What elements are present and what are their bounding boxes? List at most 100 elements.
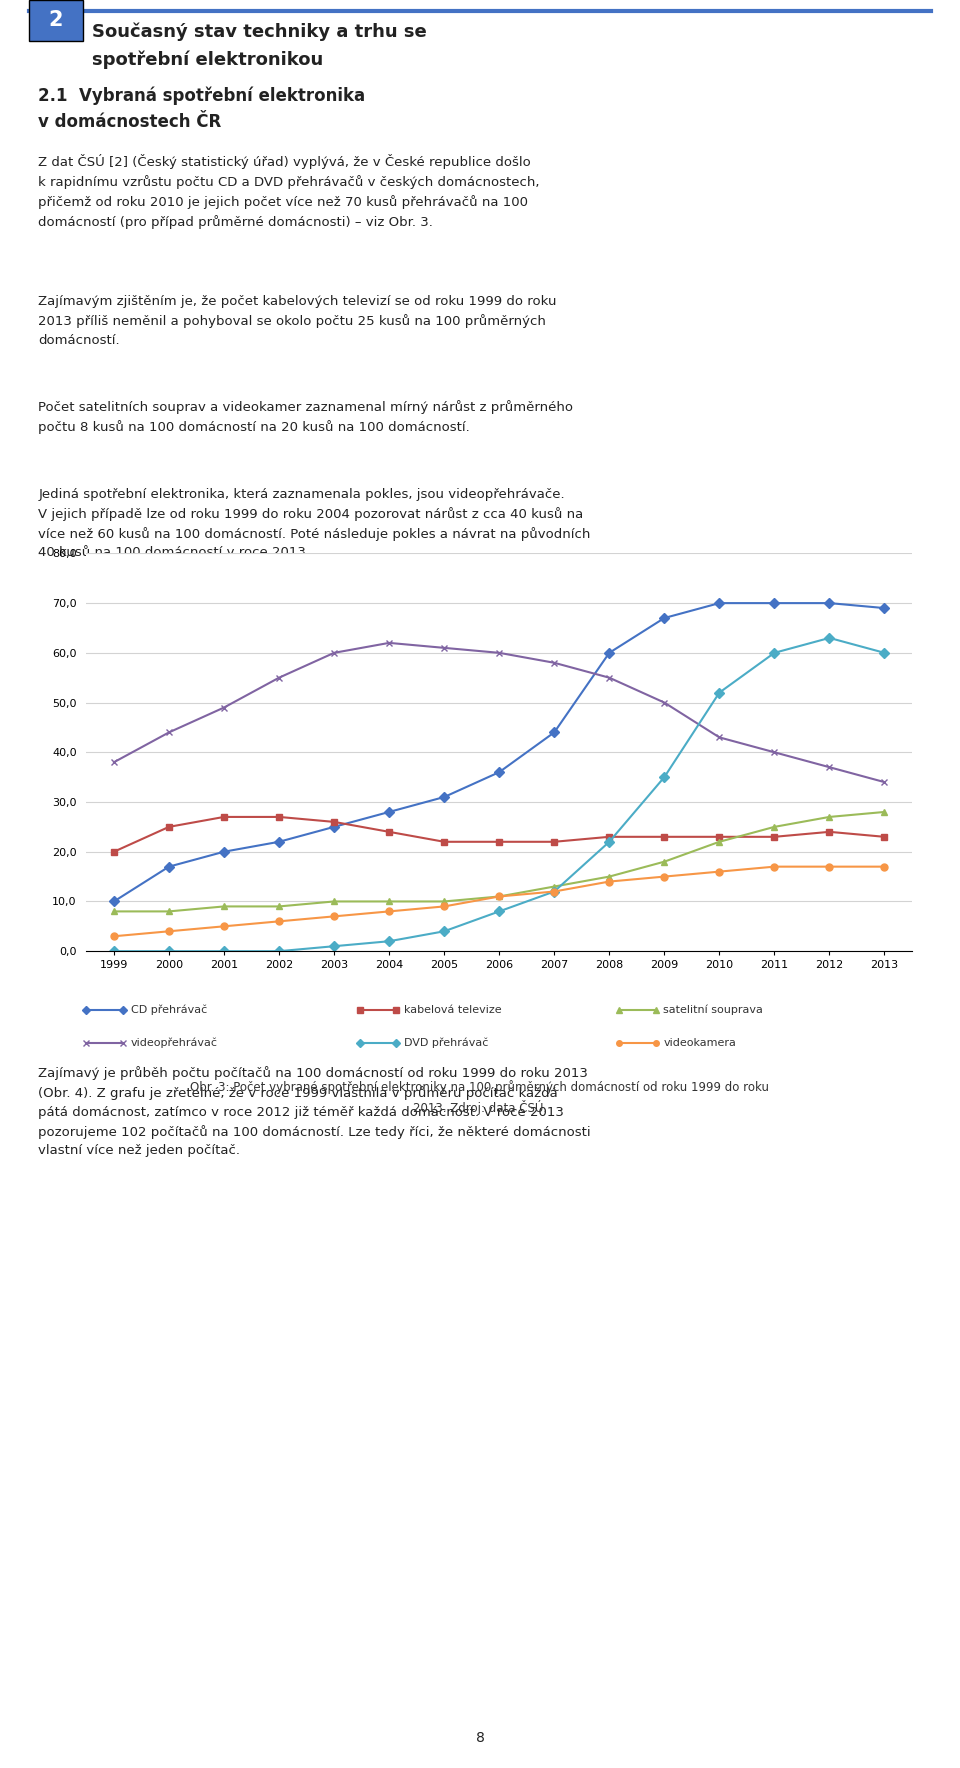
CD přehrávač	[769, 592, 780, 613]
Text: kabelová televize: kabelová televize	[404, 1004, 502, 1015]
kabelová televize	[493, 831, 505, 852]
satelitní souprava	[218, 896, 229, 918]
Text: CD přehrávač: CD přehrávač	[131, 1004, 206, 1015]
kabelová televize	[274, 806, 285, 827]
DVD přehrávač	[274, 941, 285, 962]
DVD přehrávač	[604, 831, 615, 852]
Text: Současný stav techniky a trhu se: Současný stav techniky a trhu se	[92, 21, 427, 41]
Text: 8: 8	[475, 1731, 485, 1745]
Text: DVD přehrávač: DVD přehrávač	[404, 1038, 489, 1048]
Line: kabelová televize: kabelová televize	[110, 813, 888, 856]
DVD přehrávač	[493, 900, 505, 923]
Text: videopřehrávač: videopřehrávač	[131, 1038, 218, 1048]
satelitní souprava	[439, 891, 450, 912]
videokamera	[769, 856, 780, 877]
videokamera	[439, 896, 450, 918]
Line: videokamera: videokamera	[110, 863, 888, 941]
Text: videokamera: videokamera	[663, 1038, 736, 1048]
videopřehrávač	[769, 743, 780, 764]
kabelová televize	[328, 812, 340, 833]
DVD přehrávač	[824, 628, 835, 649]
videopřehrávač	[328, 642, 340, 663]
CD přehrávač	[218, 842, 229, 863]
DVD přehrávač	[548, 880, 560, 902]
satelitní souprava	[493, 886, 505, 907]
kabelová televize	[878, 826, 890, 847]
videokamera	[659, 866, 670, 888]
satelitní souprava	[604, 866, 615, 888]
Text: Zajímavý je průběh počtu počítačů na 100 domácností od roku 1999 do roku 2013
(O: Zajímavý je průběh počtu počítačů na 100…	[38, 1066, 591, 1156]
videokamera	[274, 911, 285, 932]
Line: CD přehrávač: CD přehrávač	[110, 599, 888, 905]
DVD přehrávač	[439, 921, 450, 942]
videopřehrávač	[439, 636, 450, 658]
CD přehrávač	[548, 721, 560, 743]
videopřehrávač	[218, 697, 229, 718]
Text: 2.1  Vybraná spotřební elektronika: 2.1 Vybraná spotřební elektronika	[38, 87, 366, 104]
Line: satelitní souprava: satelitní souprava	[110, 808, 888, 914]
kabelová televize	[218, 806, 229, 827]
satelitní souprava	[659, 850, 670, 872]
CD přehrávač	[493, 762, 505, 783]
videokamera	[163, 921, 175, 942]
satelitní souprava	[383, 891, 395, 912]
CD přehrávač	[824, 592, 835, 613]
satelitní souprava	[824, 806, 835, 827]
CD přehrávač	[328, 817, 340, 838]
videopřehrávač	[383, 633, 395, 654]
CD přehrávač	[274, 831, 285, 852]
Text: Počet satelitních souprav a videokamer zaznamenal mírný nárůst z průměrného
počt: Počet satelitních souprav a videokamer z…	[38, 400, 573, 433]
videokamera	[604, 872, 615, 893]
videokamera	[383, 900, 395, 923]
satelitní souprava	[108, 900, 120, 923]
satelitní souprava	[274, 896, 285, 918]
CD přehrávač	[659, 608, 670, 629]
DVD přehrávač	[163, 941, 175, 962]
videopřehrávač	[274, 667, 285, 688]
kabelová televize	[604, 826, 615, 847]
DVD přehrávač	[713, 682, 725, 704]
kabelová televize	[548, 831, 560, 852]
Text: spotřební elektronikou: spotřební elektronikou	[92, 50, 324, 69]
satelitní souprava	[548, 875, 560, 896]
kabelová televize	[824, 820, 835, 842]
videokamera	[328, 905, 340, 926]
kabelová televize	[439, 831, 450, 852]
videopřehrávač	[713, 727, 725, 748]
CD přehrávač	[604, 642, 615, 663]
Text: Jediná spotřební elektronika, která zaznamenala pokles, jsou videopřehrávače.
V : Jediná spotřební elektronika, která zazn…	[38, 488, 590, 559]
videopřehrávač	[163, 721, 175, 743]
DVD přehrávač	[383, 930, 395, 951]
Line: videopřehrávač: videopřehrávač	[110, 640, 888, 785]
kabelová televize	[108, 842, 120, 863]
Text: 2: 2	[48, 11, 63, 30]
videokamera	[548, 880, 560, 902]
videokamera	[878, 856, 890, 877]
DVD přehrávač	[878, 642, 890, 663]
videopřehrávač	[878, 771, 890, 792]
DVD přehrávač	[108, 941, 120, 962]
satelitní souprava	[878, 801, 890, 822]
CD přehrávač	[163, 856, 175, 877]
Text: v domácnostech ČR: v domácnostech ČR	[38, 113, 222, 131]
CD přehrávač	[108, 891, 120, 912]
satelitní souprava	[769, 817, 780, 838]
videopřehrávač	[824, 757, 835, 778]
satelitní souprava	[328, 891, 340, 912]
videopřehrávač	[493, 642, 505, 663]
videokamera	[493, 886, 505, 907]
Text: Obr. 3: Počet vybrané spotřební elektroniky na 100 průměrných domácností od roku: Obr. 3: Počet vybrané spotřební elektron…	[190, 1080, 770, 1116]
kabelová televize	[769, 826, 780, 847]
Line: DVD přehrávač: DVD přehrávač	[110, 635, 888, 955]
CD přehrávač	[383, 801, 395, 822]
videopřehrávač	[659, 691, 670, 713]
kabelová televize	[659, 826, 670, 847]
kabelová televize	[163, 817, 175, 838]
videokamera	[824, 856, 835, 877]
videokamera	[108, 926, 120, 948]
videokamera	[713, 861, 725, 882]
Text: Z dat ČSÚ [2] (Český statistický úřad) vyplývá, že v České republice došlo
k rap: Z dat ČSÚ [2] (Český statistický úřad) v…	[38, 154, 540, 228]
CD přehrávač	[439, 787, 450, 808]
videopřehrávač	[548, 652, 560, 674]
CD přehrávač	[878, 598, 890, 619]
